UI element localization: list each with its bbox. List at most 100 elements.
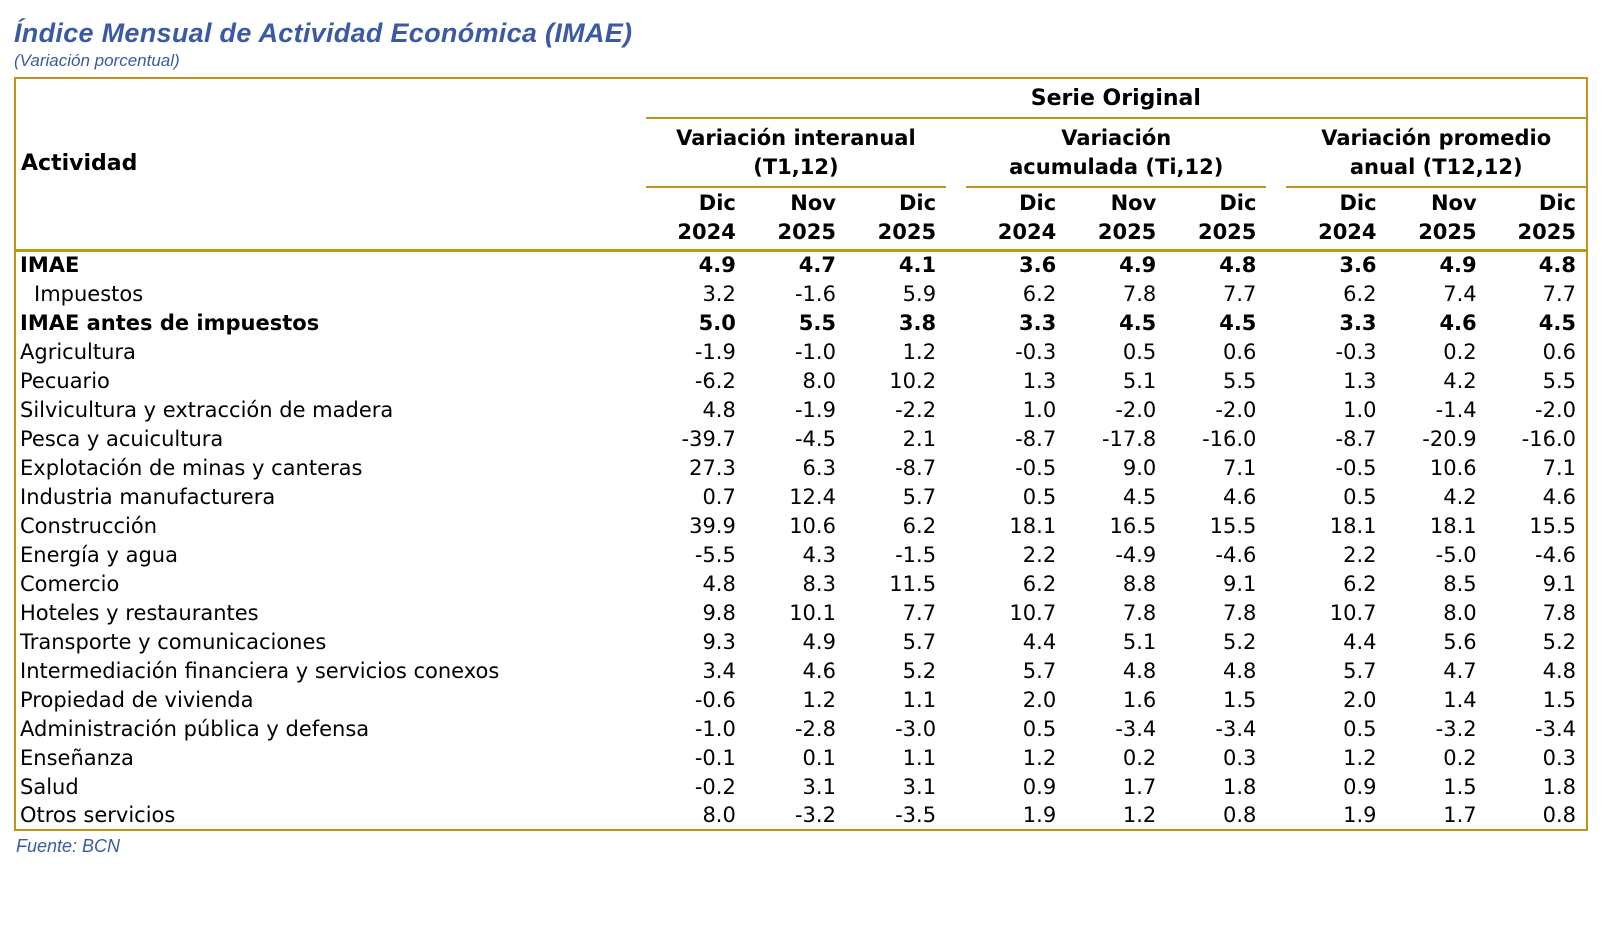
- value-cell: 1.1: [902, 745, 937, 770]
- value-cell: 1.2: [1122, 803, 1157, 827]
- value-cell: 2.2: [1022, 542, 1057, 567]
- value-cell: 3.6: [1339, 253, 1377, 278]
- activity-label: Transporte y comunicaciones: [20, 629, 327, 654]
- group-label-line2: anual (T12,12): [1349, 154, 1523, 179]
- value-cell: 1.5: [1542, 687, 1576, 712]
- value-cell: 9.1: [1223, 571, 1257, 596]
- value-cell: 5.5: [1223, 368, 1257, 393]
- value-cell: 8.0: [802, 368, 836, 393]
- spacer-cell: [1266, 453, 1286, 482]
- value-cell: 3.3: [1339, 310, 1377, 335]
- value-cell: -0.6: [694, 687, 736, 712]
- value-cell: -5.5: [694, 542, 736, 567]
- source-note: Fuente: BCN: [16, 836, 121, 856]
- value-cell: 9.8: [702, 600, 736, 625]
- value-cell: -16.0: [1202, 426, 1257, 451]
- value-cell: 6.3: [802, 455, 836, 480]
- value-cell: 5.2: [1542, 629, 1576, 654]
- period-month: Dic: [1019, 190, 1057, 215]
- value-cell: 3.1: [802, 774, 836, 799]
- value-cell: 2.0: [1022, 687, 1057, 712]
- value-cell: 1.8: [1223, 774, 1257, 799]
- value-cell: -2.8: [794, 716, 836, 741]
- imae-table: Actividad Serie Original Variación inter…: [14, 77, 1588, 831]
- value-cell: 0.1: [802, 745, 836, 770]
- group-header-variacion-promedio: Variación promedio anual (T12,12): [1286, 118, 1587, 188]
- value-cell: 0.8: [1223, 803, 1257, 827]
- spacer-cell: [1266, 366, 1286, 395]
- table-row: Pesca y acuicultura -39.7 -4.5 2.1 -8.7 -17.8…: [15, 424, 1587, 453]
- activity-label: Otros servicios: [20, 803, 176, 827]
- table-row: Pecuario -6.2 8.0 10.2 1.3 5.1 5.5 1.3 4.2 5.5: [15, 366, 1587, 395]
- value-cell: 15.5: [1529, 513, 1576, 538]
- value-cell: -4.5: [794, 426, 836, 451]
- value-cell: 7.7: [1223, 281, 1257, 306]
- value-cell: -8.7: [1015, 426, 1057, 451]
- table-row: Industria manufacturera 0.7 12.4 5.7 0.5 4.5 4…: [15, 482, 1587, 511]
- value-cell: 1.0: [1343, 397, 1377, 422]
- spacer-cell: [1266, 540, 1286, 569]
- period-header-row: Dic 2024 Nov 2025 Dic 2025 Dic 2024 Nov: [15, 187, 1587, 252]
- group-header-variacion-acumulada: Variación acumulada (Ti,12): [966, 118, 1267, 188]
- serie-header-row: Actividad Serie Original: [15, 78, 1587, 252]
- value-cell: 10.7: [1009, 600, 1057, 625]
- activity-label: Energía y agua: [20, 542, 178, 567]
- value-cell: 1.6: [1122, 687, 1157, 712]
- value-cell: -17.8: [1101, 426, 1157, 451]
- period-month: Nov: [790, 190, 836, 215]
- value-cell: -3.2: [794, 803, 836, 827]
- value-cell: 1.8: [1542, 774, 1576, 799]
- spacer-cell: [1266, 187, 1287, 252]
- spacer-cell: [1266, 511, 1286, 540]
- value-cell: 1.7: [1443, 803, 1477, 827]
- value-cell: 1.9: [1343, 803, 1377, 827]
- spacer-cell: [946, 453, 966, 482]
- value-cell: 4.3: [802, 542, 836, 567]
- spacer-cell: [1266, 656, 1286, 685]
- value-cell: 4.5: [1122, 484, 1157, 509]
- spacer-cell: [946, 656, 966, 685]
- period-month: Dic: [898, 190, 937, 215]
- value-cell: 10.2: [889, 368, 937, 393]
- period-header-dic-2025: Dic 2025: [1166, 187, 1267, 252]
- value-cell: 10.6: [789, 513, 836, 538]
- value-cell: 4.8: [1122, 658, 1157, 683]
- value-cell: 0.2: [1443, 339, 1477, 364]
- value-cell: 4.6: [1542, 484, 1576, 509]
- spacer-cell: [1266, 569, 1286, 598]
- value-cell: -3.0: [895, 716, 937, 741]
- group-label-line2: acumulada (Ti,12): [1009, 154, 1224, 179]
- spacer-cell: [946, 598, 966, 627]
- period-header-dic-2025: Dic 2025: [845, 187, 947, 252]
- value-cell: -1.0: [794, 339, 836, 364]
- spacer-cell: [946, 801, 966, 830]
- value-cell: -0.5: [1335, 455, 1377, 480]
- value-cell: 6.2: [1022, 281, 1057, 306]
- period-month: Dic: [1538, 190, 1576, 215]
- value-cell: 5.5: [798, 310, 836, 335]
- value-cell: -8.7: [895, 455, 937, 480]
- table-row: Administración pública y defensa -1.0 -2.8…: [15, 714, 1587, 743]
- value-cell: 2.2: [1343, 542, 1377, 567]
- value-cell: 4.5: [1538, 310, 1576, 335]
- spacer-cell: [1266, 627, 1286, 656]
- period-header-dic-2024: Dic 2024: [966, 187, 1067, 252]
- value-cell: 0.9: [1022, 774, 1057, 799]
- value-cell: 10.1: [789, 600, 836, 625]
- activity-label: Salud: [20, 774, 79, 799]
- value-cell: 1.5: [1223, 687, 1257, 712]
- value-cell: 18.1: [1329, 513, 1377, 538]
- value-cell: -0.1: [694, 745, 736, 770]
- spacer-cell: [1266, 714, 1286, 743]
- value-cell: 0.3: [1223, 745, 1257, 770]
- value-cell: 4.9: [1439, 253, 1477, 278]
- table-row: Intermediación financiera y servicios co…: [15, 656, 1587, 685]
- value-cell: -2.2: [895, 397, 937, 422]
- value-cell: 5.1: [1122, 368, 1157, 393]
- activity-label: Agricultura: [20, 339, 136, 364]
- value-cell: 4.9: [1119, 253, 1157, 278]
- period-month: Dic: [698, 190, 736, 215]
- activity-label: Enseñanza: [20, 745, 134, 770]
- spacer-cell: [946, 772, 966, 801]
- value-cell: 8.3: [802, 571, 836, 596]
